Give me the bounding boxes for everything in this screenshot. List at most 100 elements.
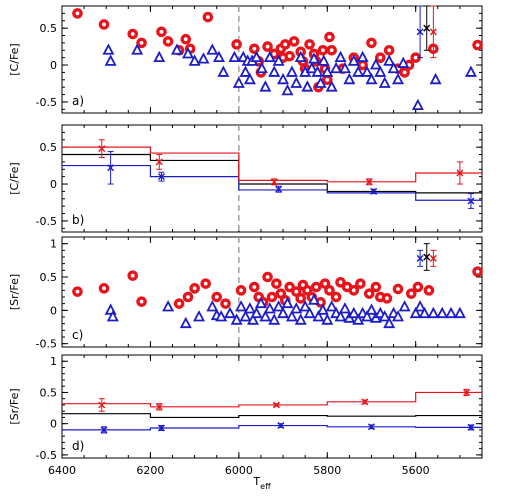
- data-point: [423, 24, 431, 32]
- data-point: [243, 72, 256, 85]
- data-point: [427, 306, 440, 319]
- data-point: [365, 303, 378, 315]
- panel-tag: d): [72, 439, 84, 453]
- data-point: [271, 278, 282, 289]
- y-axis-label: [C/Fe]: [8, 43, 21, 75]
- data-point: [180, 33, 192, 45]
- y-axis-label: [Sr/Fe]: [8, 274, 21, 310]
- x-tick-label: 6200: [136, 464, 164, 477]
- data-point: [246, 313, 259, 325]
- data-point: [268, 65, 281, 77]
- data-point: [397, 56, 410, 68]
- data-point: [279, 39, 291, 50]
- data-point: [356, 50, 369, 63]
- data-point: [220, 298, 231, 309]
- data-point: [200, 278, 211, 289]
- data-point: [392, 310, 404, 322]
- data-point: [102, 43, 115, 55]
- data-point: [157, 173, 165, 181]
- data-point: [352, 313, 365, 325]
- data-point: [275, 288, 287, 299]
- data-point: [472, 39, 483, 51]
- data-point: [429, 28, 437, 36]
- data-point: [155, 158, 163, 166]
- y-tick-label: 0: [50, 59, 57, 72]
- data-point: [472, 266, 483, 277]
- data-point: [436, 306, 449, 319]
- data-point: [235, 300, 248, 312]
- data-point: [285, 65, 298, 77]
- data-point: [197, 52, 210, 64]
- data-point: [347, 306, 360, 319]
- data-point: [375, 52, 386, 63]
- data-point: [365, 72, 378, 85]
- data-point: [305, 61, 318, 74]
- data-point: [249, 281, 260, 293]
- data-point: [464, 65, 477, 77]
- x-tick-label: 6000: [225, 464, 253, 477]
- data-point: [98, 145, 106, 153]
- data-point: [378, 76, 391, 88]
- x-axis-label: Teff: [252, 475, 271, 491]
- data-point: [285, 310, 298, 322]
- data-point: [98, 283, 110, 294]
- y-tick-label: 1: [50, 238, 57, 251]
- data-point: [270, 178, 278, 186]
- data-point: [155, 403, 163, 411]
- data-point: [291, 286, 302, 297]
- data-point: [131, 43, 144, 55]
- y-tick-label: -0.5: [36, 449, 57, 462]
- plot-frame: [61, 124, 483, 233]
- data-point: [398, 300, 411, 312]
- data-point: [348, 285, 360, 296]
- data-point: [324, 31, 335, 43]
- y-tick-label: 0: [50, 304, 57, 317]
- data-point: [232, 76, 245, 88]
- data-point: [338, 302, 351, 314]
- data-point: [239, 310, 252, 322]
- data-point: [281, 296, 294, 309]
- data-point: [423, 253, 431, 261]
- x-tick-label: 5600: [402, 464, 430, 477]
- data-point: [467, 197, 475, 205]
- step-line-blue: [62, 424, 482, 431]
- data-point: [262, 271, 273, 283]
- data-point: [412, 281, 424, 293]
- data-point: [361, 310, 374, 322]
- data-point: [182, 47, 194, 59]
- data-point: [330, 61, 343, 74]
- data-point: [290, 76, 303, 88]
- data-point: [383, 316, 396, 329]
- data-point: [325, 300, 338, 312]
- data-point: [416, 254, 424, 262]
- data-point: [235, 285, 247, 296]
- y-tick-label: 0.5: [40, 271, 58, 284]
- data-point: [284, 50, 295, 62]
- data-point: [387, 61, 400, 74]
- panel-tag: a): [72, 94, 84, 108]
- data-point: [429, 254, 437, 262]
- data-point: [250, 50, 263, 63]
- data-point: [215, 310, 228, 322]
- data-point: [445, 306, 458, 319]
- data-point: [206, 300, 219, 312]
- y-tick-label: 0.5: [40, 141, 58, 154]
- data-point: [211, 291, 223, 303]
- panel-tag: c): [72, 328, 83, 342]
- y-axis-label: [Sr/Fe]: [8, 388, 21, 424]
- data-point: [370, 281, 382, 293]
- data-point: [361, 398, 369, 406]
- step-line-red: [62, 391, 482, 408]
- data-point: [272, 401, 280, 409]
- plot-frame: [61, 354, 483, 459]
- data-point: [294, 313, 307, 325]
- data-point: [303, 306, 316, 319]
- data-point: [162, 36, 174, 47]
- data-point: [189, 283, 200, 294]
- data-point: [157, 424, 165, 432]
- data-point: [314, 76, 327, 88]
- data-point: [170, 43, 183, 55]
- data-point: [179, 316, 192, 329]
- data-point: [98, 401, 106, 409]
